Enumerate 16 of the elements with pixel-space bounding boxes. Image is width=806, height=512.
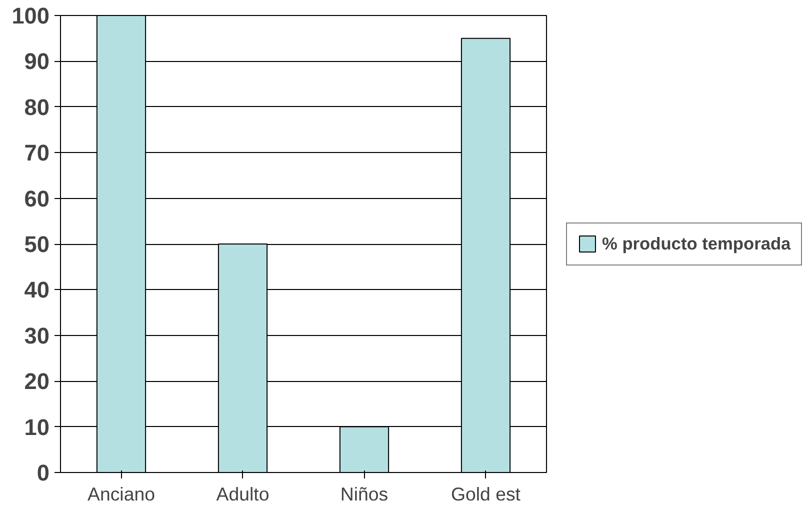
y-tick-label: 40 [24,276,50,303]
y-tick-label: 100 [12,2,50,28]
x-tick-label: Niños [340,484,388,504]
y-tick-label: 70 [24,140,50,166]
y-tick-label: 80 [24,94,50,120]
legend-label: % producto temporada [602,233,791,254]
x-tick-label: Gold est [451,484,522,504]
y-tick-label: 60 [24,185,50,212]
y-tick-label: 10 [24,414,50,440]
y-tick-label: 20 [24,368,50,394]
y-tick-label: 0 [36,460,50,486]
y-tick-label: 30 [24,322,50,348]
x-tick-label: Adulto [216,484,270,504]
y-tick-label: 50 [24,231,50,257]
x-tick-label: Anciano [88,484,155,504]
y-tick-label: 90 [24,48,50,74]
